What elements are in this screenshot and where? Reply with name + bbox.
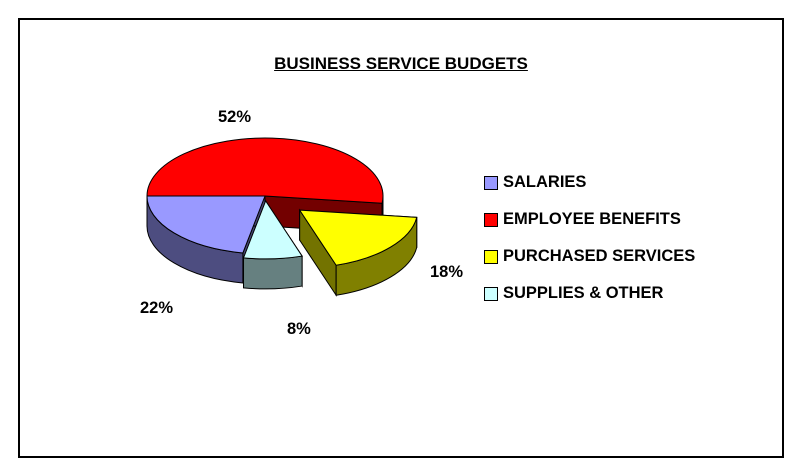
data-label-salaries: 22%: [140, 299, 174, 317]
slice-employee-benefits: [146, 137, 384, 204]
legend-swatch-salaries: [484, 175, 498, 190]
data-label-supplies-other: 8%: [287, 320, 311, 338]
chart-title: BUSINESS SERVICE BUDGETS: [274, 54, 528, 73]
slice-supplies-other: [242, 199, 303, 260]
legend-item-supplies-other: SUPPLIES & OTHER: [484, 275, 695, 312]
legend-label-employee-benefits: EMPLOYEE BENEFITS: [503, 210, 681, 228]
slice-salaries: [146, 195, 266, 254]
pie-chart: [146, 137, 418, 297]
legend-item-salaries: SALARIES: [484, 164, 695, 201]
legend-swatch-supplies-other: [484, 286, 498, 301]
data-label-purchased-services: 18%: [430, 263, 464, 281]
legend-item-purchased-services: PURCHASED SERVICES: [484, 238, 695, 275]
legend-label-salaries: SALARIES: [503, 173, 587, 191]
legend-label-purchased-services: PURCHASED SERVICES: [503, 247, 696, 265]
slice-purchased-services: [298, 209, 418, 266]
legend: SALARIES EMPLOYEE BENEFITS PURCHASED SER…: [484, 164, 695, 312]
slice-side-supplies-other-0: [243, 255, 303, 290]
legend-swatch-purchased-services: [484, 249, 498, 264]
legend-swatch-employee-benefits: [484, 212, 498, 227]
legend-label-supplies-other: SUPPLIES & OTHER: [503, 284, 664, 302]
legend-item-employee-benefits: EMPLOYEE BENEFITS: [484, 201, 695, 238]
data-label-employee-benefits: 52%: [218, 108, 252, 126]
